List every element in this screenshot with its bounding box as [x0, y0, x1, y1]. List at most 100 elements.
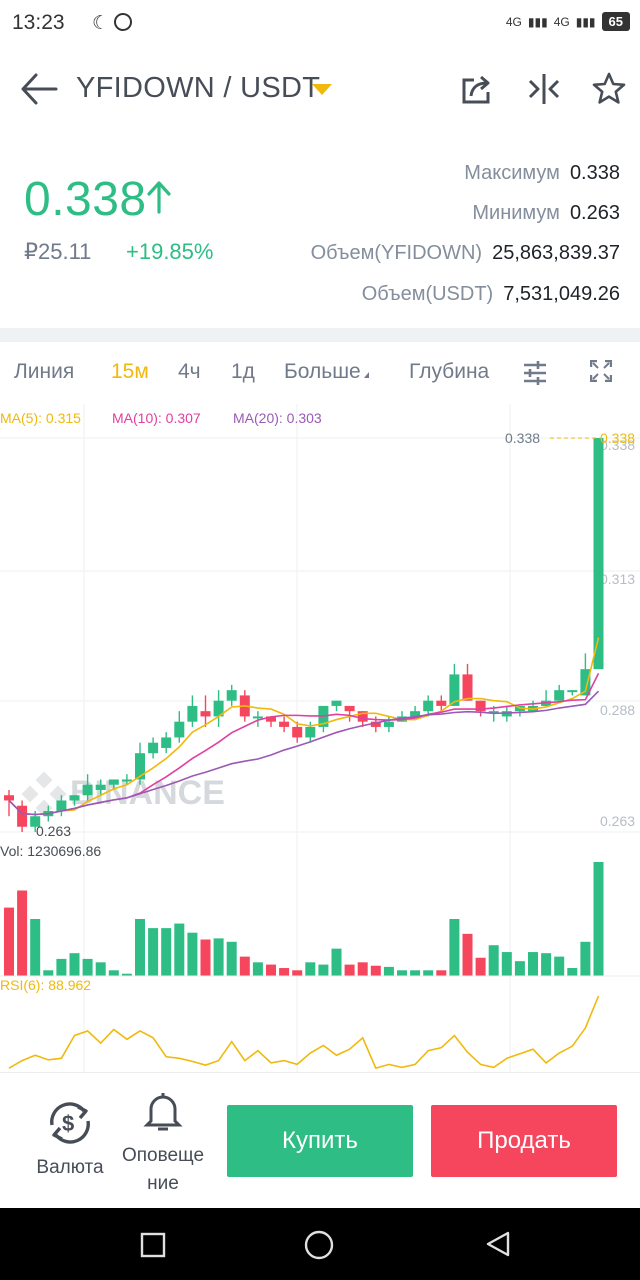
tab-4h[interactable]: 4ч: [178, 360, 201, 383]
candle-body: [305, 726, 316, 738]
volume-bar: [17, 890, 28, 976]
volume-bar: [541, 953, 552, 976]
volume-bar: [187, 932, 198, 976]
candle-body: [121, 779, 132, 782]
ma5-line: [8, 637, 600, 816]
candle-body: [436, 700, 447, 706]
candle-body: [462, 674, 473, 701]
tab-line[interactable]: Линия: [14, 360, 75, 383]
bottom-action-bar: $ Валюта Оповеще ние Купить Продать: [0, 1072, 640, 1208]
tab-more-label: Больше: [284, 360, 361, 383]
volume-bar: [436, 970, 447, 976]
volume-bar: [292, 970, 303, 976]
volume-bar: [69, 953, 80, 976]
signal-icon: ▮▮▮: [527, 14, 548, 29]
candlestick-chart[interactable]: BINANCE MA(5): 0.315 MA(10): 0.307 MA(20…: [0, 404, 640, 1072]
price-axis: 0.338 0.313 0.288 0.263: [600, 437, 635, 829]
chart-tabs: Линия 15м 4ч 1д Больше Глубина: [0, 350, 640, 396]
volume-bar: [30, 919, 41, 976]
stat-label: Максимум: [464, 162, 560, 184]
price-tick-label: 0.313: [600, 571, 635, 587]
binance-watermark: BINANCE: [21, 771, 225, 817]
tab-depth[interactable]: Глубина: [409, 360, 490, 383]
volume-bar: [528, 952, 538, 976]
rsi-polyline: [8, 995, 600, 1070]
ma5-label: MA(5): 0.315: [0, 410, 81, 426]
buy-button[interactable]: Купить: [227, 1105, 413, 1177]
trading-pair-title[interactable]: YFIDOWN / USDT: [76, 72, 321, 104]
volume-bar: [488, 945, 499, 976]
ma10-label: MA(10): 0.307: [112, 410, 201, 426]
status-icons: ☾: [92, 12, 133, 35]
candle-body: [383, 721, 394, 727]
volume-bar: [305, 962, 316, 976]
stat-label: Объем(YFIDOWN): [310, 242, 483, 264]
candle-body: [226, 690, 237, 701]
stat-label: Минимум: [472, 202, 560, 224]
price-change-percent: +19.85%: [126, 239, 214, 264]
sell-button[interactable]: Продать: [431, 1105, 617, 1177]
fullscreen-icon[interactable]: [590, 360, 612, 382]
back-nav-icon[interactable]: [484, 1230, 512, 1258]
candle-body: [174, 721, 185, 738]
volume-bar: [344, 964, 355, 976]
last-price-axis-label: 0.338: [600, 430, 635, 446]
tab-1d[interactable]: 1д: [231, 360, 255, 383]
volume-bar: [462, 933, 473, 976]
volume-bar: [580, 941, 591, 976]
candle-body: [4, 795, 14, 801]
candle-body: [161, 737, 172, 748]
star-icon[interactable]: [592, 72, 626, 106]
volume-bar: [318, 964, 329, 976]
pair-dropdown-icon[interactable]: [312, 84, 332, 95]
stat-value: 0.263: [569, 202, 620, 224]
ma20-line: [8, 690, 600, 816]
status-time: 13:23: [12, 11, 65, 34]
arrow-up-icon: [147, 181, 171, 214]
rsi-label: RSI(6): 88.962: [0, 977, 91, 993]
price-tick-label: 0.288: [600, 702, 635, 718]
candle-body: [82, 784, 93, 796]
battery-indicator: 65: [601, 12, 630, 31]
volume-bar: [161, 928, 172, 976]
volume-bar: [226, 941, 237, 976]
candle-body: [292, 726, 303, 738]
candle-body: [331, 700, 342, 706]
stat-volume-base: Объем(YFIDOWN) 25,863,839.37: [311, 242, 620, 272]
candle-body: [410, 711, 421, 717]
volume-label: Vol: 1230696.86: [0, 843, 101, 859]
settings-sliders-icon[interactable]: [522, 360, 548, 386]
watermark-text: BINANCE: [70, 774, 225, 812]
price-tick-label: 0.263: [600, 813, 635, 829]
volume-bar: [501, 952, 512, 976]
recents-icon[interactable]: [140, 1232, 166, 1258]
stat-volume-quote: Объем(USDT) 7,531,049.26: [362, 283, 620, 313]
candle-body: [449, 674, 460, 706]
candle-body: [56, 800, 67, 811]
currency-button[interactable]: $ Валюта: [30, 1099, 110, 1182]
bell-icon: [143, 1093, 183, 1131]
network-label-1: 4G: [505, 14, 522, 29]
status-bar: 13:23 ☾ 4G ▮▮▮ 4G ▮▮▮ 65: [0, 0, 640, 46]
fiat-price: ₽25.11: [24, 239, 92, 264]
alerts-button[interactable]: Оповеще ние: [116, 1089, 210, 1198]
volume-bar: [266, 964, 276, 976]
volume-bar: [4, 907, 14, 976]
volume-bar: [514, 961, 525, 976]
tab-more[interactable]: Больше: [284, 360, 369, 384]
volume-bar: [279, 968, 290, 976]
back-arrow-icon[interactable]: [20, 72, 58, 106]
price-tick-label: 0.338: [600, 437, 635, 453]
signal-icon-2: ▮▮▮: [575, 14, 596, 29]
tab-15m[interactable]: 15м: [111, 360, 149, 383]
volume-bar: [593, 862, 604, 976]
volume-bars: [4, 862, 604, 976]
stat-value: 7,531,049.26: [503, 283, 620, 305]
triangle-down-icon: [363, 372, 369, 378]
home-icon[interactable]: [303, 1229, 335, 1261]
share-icon[interactable]: [460, 72, 494, 106]
compare-icon[interactable]: [527, 72, 561, 106]
volume-bar: [213, 938, 224, 976]
candle-body: [567, 690, 578, 693]
candle-body: [488, 711, 499, 714]
